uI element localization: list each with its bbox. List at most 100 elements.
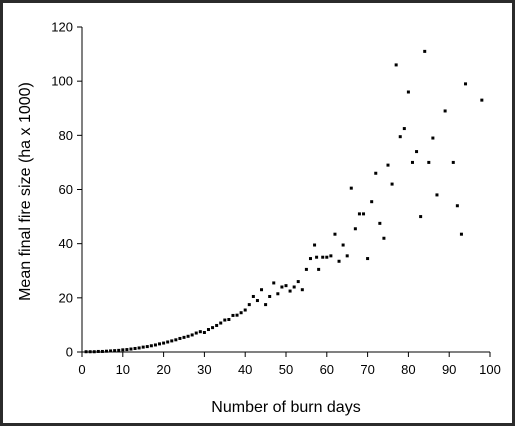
data-point [100, 349, 104, 353]
data-point [109, 349, 113, 353]
data-point [374, 171, 378, 175]
data-point [329, 254, 333, 258]
x-tick-label: 90 [442, 362, 456, 377]
data-point [231, 313, 235, 317]
data-point [141, 345, 145, 349]
data-point [333, 232, 337, 236]
data-point [341, 243, 345, 247]
data-point [280, 285, 284, 289]
data-point [235, 313, 239, 317]
data-point [427, 160, 431, 164]
data-point [264, 303, 268, 307]
data-point [419, 215, 423, 219]
data-point [296, 280, 300, 284]
data-point [276, 292, 280, 296]
data-point [480, 98, 484, 102]
data-point [129, 347, 133, 351]
x-tick-label: 10 [116, 362, 130, 377]
data-point [239, 311, 243, 315]
data-point [378, 221, 382, 225]
data-point [464, 82, 468, 86]
data-point [84, 350, 88, 354]
x-tick-label: 30 [197, 362, 211, 377]
data-point [198, 330, 202, 334]
x-tick-label: 100 [479, 362, 501, 377]
x-tick-label: 0 [78, 362, 85, 377]
data-point [406, 90, 410, 94]
y-tick-label: 100 [51, 74, 73, 89]
y-axis-label: Mean final fire size (ha x 1000) [17, 82, 34, 301]
data-point [435, 193, 439, 197]
data-point [431, 136, 435, 140]
data-point [251, 294, 255, 298]
data-point [455, 204, 459, 208]
x-tick-label: 70 [360, 362, 374, 377]
data-point [158, 342, 162, 346]
data-point [398, 135, 402, 139]
data-point [186, 334, 190, 338]
data-point [223, 318, 227, 322]
data-point [194, 331, 198, 335]
data-point [174, 338, 178, 342]
x-tick-label: 50 [279, 362, 293, 377]
data-point [178, 336, 182, 340]
x-tick-label: 40 [238, 362, 252, 377]
data-point [166, 340, 170, 344]
y-tick-label: 40 [59, 236, 73, 251]
data-point [219, 321, 223, 325]
data-point [243, 308, 247, 312]
data-point [113, 349, 117, 353]
data-point [137, 346, 141, 350]
data-point [423, 49, 427, 53]
data-point [325, 255, 329, 259]
data-point [133, 346, 137, 350]
x-tick-label: 80 [401, 362, 415, 377]
data-point [125, 348, 129, 352]
data-point [272, 281, 276, 285]
data-point [215, 323, 219, 327]
data-point [190, 333, 194, 337]
data-point [315, 255, 319, 259]
axes [81, 27, 490, 353]
data-point [390, 182, 394, 186]
data-point [149, 344, 153, 348]
data-point [92, 350, 96, 354]
data-point [451, 160, 455, 164]
data-point [247, 303, 251, 307]
y-tick-label: 60 [59, 182, 73, 197]
data-point [162, 341, 166, 345]
data-point [227, 318, 231, 321]
y-tick-label: 20 [59, 290, 73, 305]
data-point [255, 299, 259, 303]
data-point [357, 212, 361, 216]
data-point [382, 236, 386, 240]
y-ticks: 0 20 40 60 80 100 120 [51, 20, 82, 360]
y-tick-label: 120 [51, 20, 73, 35]
data-point [145, 345, 149, 349]
x-ticks: 0 10 20 30 40 50 60 70 80 90 100 [78, 352, 501, 377]
data-point [260, 288, 264, 292]
data-point [96, 349, 100, 353]
data-points [84, 49, 484, 354]
data-point [349, 186, 353, 190]
data-point [321, 255, 325, 259]
data-point [353, 227, 357, 231]
data-point [402, 127, 406, 131]
data-point [386, 163, 390, 167]
data-point [104, 349, 108, 353]
data-point [394, 63, 398, 67]
data-point [337, 259, 341, 263]
data-point [182, 335, 186, 339]
data-point [370, 200, 374, 204]
data-point [366, 257, 370, 261]
x-axis-label: Number of burn days [211, 399, 360, 416]
data-point [206, 328, 210, 332]
data-point [211, 326, 215, 330]
data-point [88, 350, 92, 354]
x-tick-label: 60 [320, 362, 334, 377]
data-point [268, 294, 272, 298]
y-tick-label: 80 [59, 128, 73, 143]
data-point [415, 150, 419, 154]
data-point [300, 288, 304, 292]
data-point [459, 232, 463, 236]
